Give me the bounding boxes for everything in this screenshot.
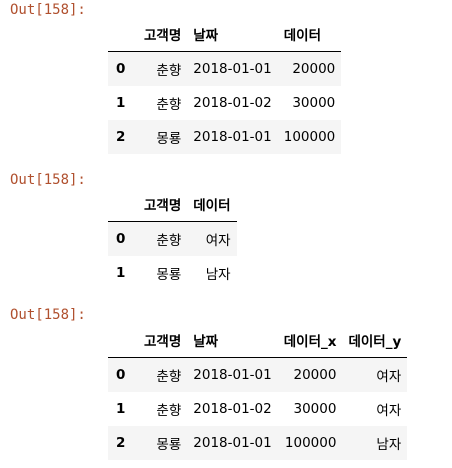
cell-date: 2018-01-01: [193, 61, 272, 77]
index-header: [108, 10, 138, 52]
cell-customer: 춘향: [156, 97, 182, 113]
cell-data: 20000: [292, 61, 336, 77]
row-index: 1: [116, 401, 126, 417]
cell-date: 2018-01-01: [193, 367, 272, 383]
table-row: 0 춘향 2018-01-01 20000: [108, 51, 342, 86]
column-header-customer: 고객명: [138, 180, 188, 222]
row-index: 0: [116, 367, 126, 383]
table-row: 2 몽룡 2018-01-01 100000 남자: [108, 426, 408, 460]
table-row: 1 몽룡 남자: [108, 256, 237, 290]
cell-date: 2018-01-02: [193, 95, 272, 111]
row-index: 0: [116, 231, 126, 247]
row-index: 2: [116, 129, 126, 145]
column-header-data-x: 데이터_x: [277, 316, 343, 358]
column-header-data-y: 데이터_y: [342, 316, 408, 358]
cell-customer: 몽룡: [156, 267, 182, 283]
dataframe-table-customer-gender: 고객명 데이터 0 춘향 여자 1 몽룡 남자: [108, 180, 237, 290]
row-index: 2: [116, 435, 126, 451]
cell-data: 100000: [283, 129, 336, 145]
output-prompt: Out[158]:: [10, 307, 86, 323]
dataframe-table-merged: 고객명 날짜 데이터_x 데이터_y 0 춘향 2018-01-01 20000…: [108, 316, 408, 460]
row-index: 0: [116, 61, 126, 77]
cell-customer: 몽룡: [156, 437, 182, 453]
output-prompt: Out[158]:: [10, 172, 86, 188]
column-header-data: 데이터: [277, 10, 342, 52]
column-header-date: 날짜: [187, 316, 278, 358]
output-prompt: Out[158]:: [10, 2, 86, 18]
column-header-customer: 고객명: [138, 10, 188, 52]
column-header-data: 데이터: [187, 180, 237, 222]
cell-data: 여자: [205, 233, 231, 249]
table-row: 0 춘향 여자: [108, 221, 237, 256]
table-row: 2 몽룡 2018-01-01 100000: [108, 120, 342, 154]
column-header-date: 날짜: [187, 10, 278, 52]
cell-data-x: 20000: [293, 367, 337, 383]
index-header: [108, 180, 138, 222]
cell-data-y: 여자: [376, 403, 402, 419]
cell-customer: 춘향: [156, 403, 182, 419]
index-header: [108, 316, 138, 358]
cell-customer: 춘향: [156, 369, 182, 385]
dataframe-table-customers-dates: 고객명 날짜 데이터 0 춘향 2018-01-01 20000 1 춘향 20…: [108, 10, 342, 154]
cell-data-y: 남자: [376, 437, 402, 453]
row-index: 1: [116, 265, 126, 281]
cell-date: 2018-01-02: [193, 401, 272, 417]
cell-date: 2018-01-01: [193, 129, 272, 145]
cell-data-x: 30000: [293, 401, 337, 417]
cell-data-y: 여자: [376, 369, 402, 385]
row-index: 1: [116, 95, 126, 111]
table-row: 1 춘향 2018-01-02 30000 여자: [108, 392, 408, 426]
cell-data: 남자: [205, 267, 231, 283]
cell-customer: 몽룡: [156, 131, 182, 147]
cell-customer: 춘향: [156, 63, 182, 79]
cell-customer: 춘향: [156, 233, 182, 249]
cell-data-x: 100000: [284, 435, 337, 451]
column-header-customer: 고객명: [138, 316, 188, 358]
cell-date: 2018-01-01: [193, 435, 272, 451]
cell-data: 30000: [292, 95, 336, 111]
table-row: 0 춘향 2018-01-01 20000 여자: [108, 357, 408, 392]
table-row: 1 춘향 2018-01-02 30000: [108, 86, 342, 120]
